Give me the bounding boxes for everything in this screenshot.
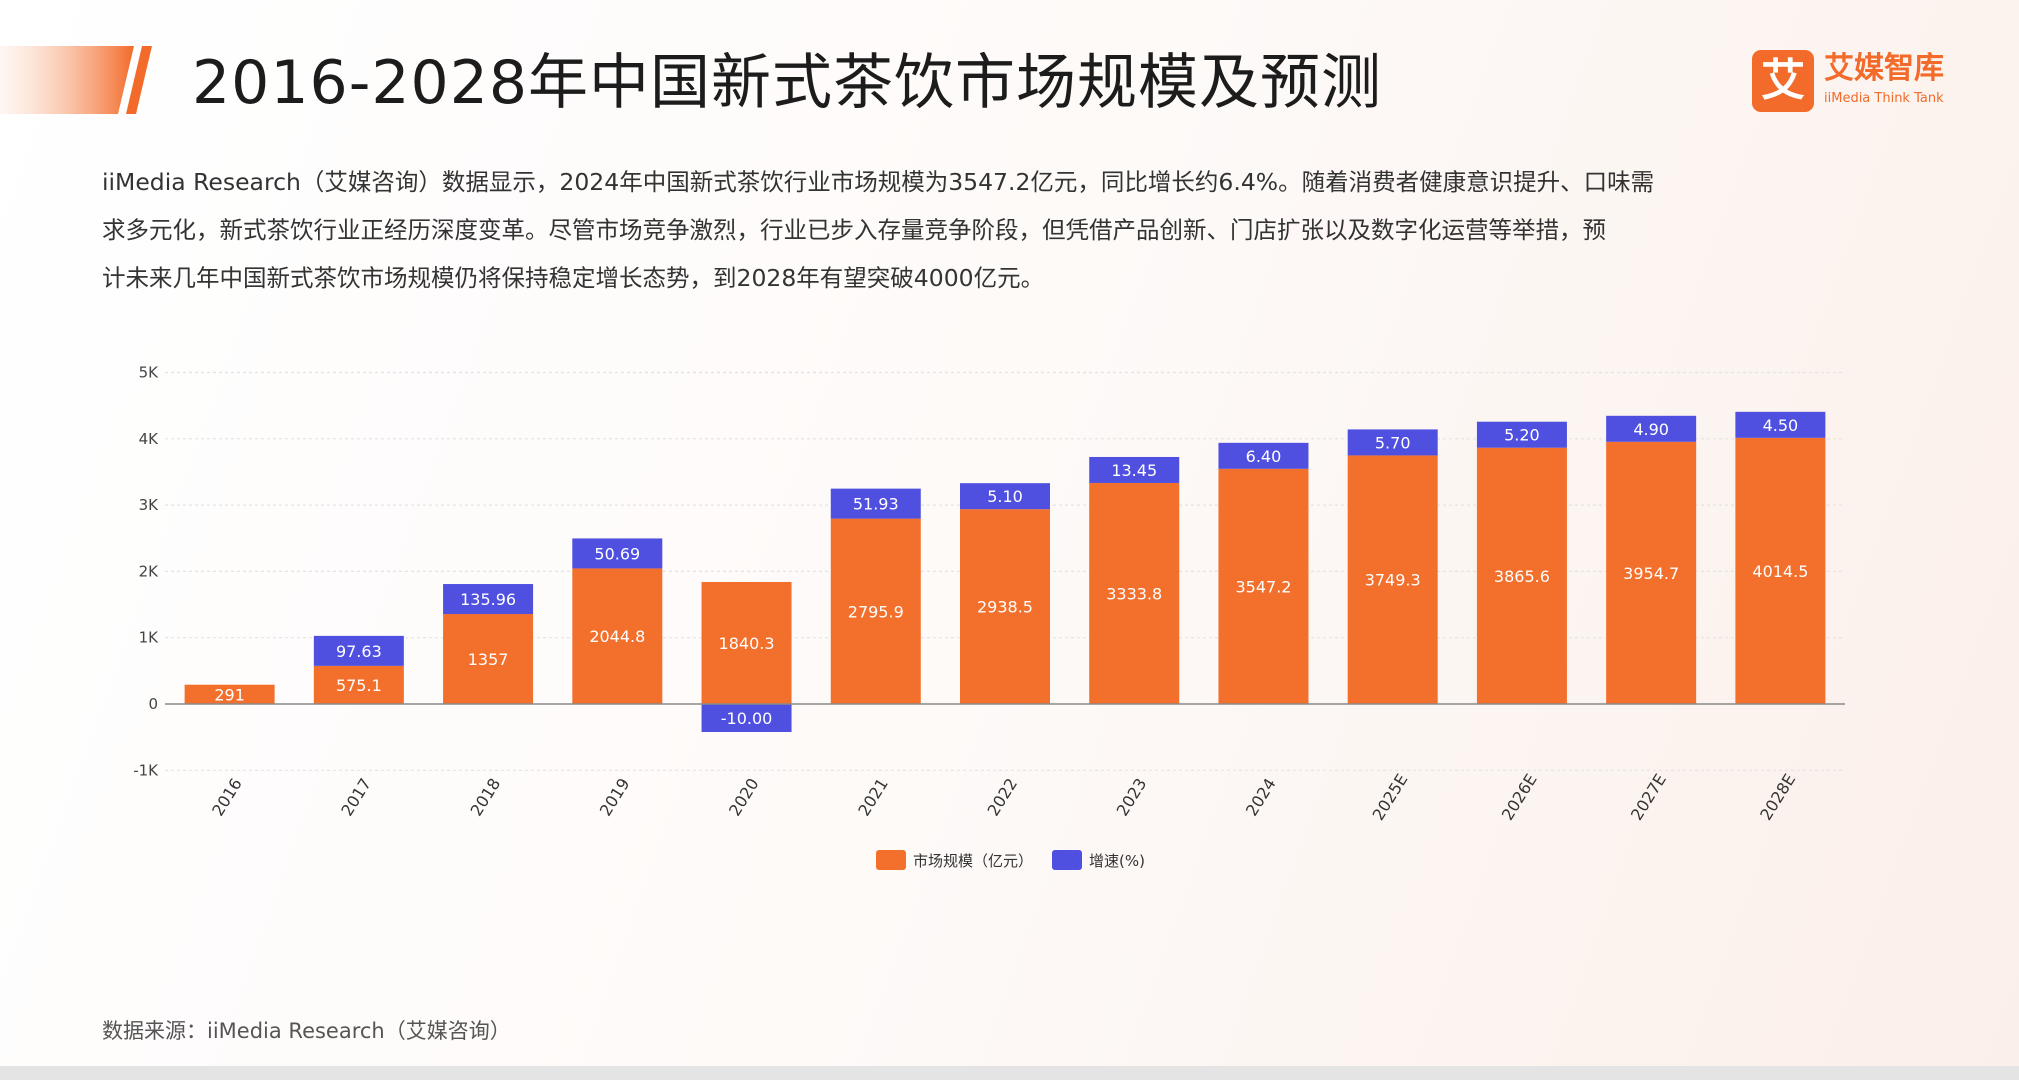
bottom-bar	[0, 1066, 2019, 1080]
y-tick-label: 3K	[139, 496, 160, 514]
x-tick-label: 2025E	[1369, 770, 1412, 823]
bar-growth-rate	[830, 488, 921, 519]
legend-swatch-growth-rate	[1052, 850, 1082, 870]
data-label-growth-rate: 5.70	[1375, 433, 1411, 452]
data-label-growth-rate: 4.90	[1633, 420, 1669, 439]
x-tick-label: 2022	[983, 775, 1021, 820]
data-label-market-size: 291	[214, 685, 245, 704]
description-line: iiMedia Research（艾媒咨询）数据显示，2024年中国新式茶饮行业…	[102, 168, 1655, 196]
x-tick-label: 2018	[467, 775, 505, 820]
y-tick-label: 2K	[139, 562, 160, 580]
bar-market-size	[572, 568, 663, 704]
logo-name-cn: 艾媒智库	[1824, 51, 1944, 86]
data-label-market-size: 3865.6	[1494, 567, 1550, 586]
data-label-market-size: 2795.9	[848, 602, 904, 621]
data-label-growth-rate: 97.63	[336, 642, 382, 661]
bar-growth-rate	[572, 538, 663, 569]
bar-growth-rate	[443, 584, 534, 615]
title-accent-bar	[0, 46, 152, 114]
logo-name-en: iiMedia Think Tank	[1824, 91, 1944, 106]
data-label-market-size: 3333.8	[1106, 584, 1162, 603]
bar-growth-rate	[1476, 421, 1567, 448]
bar-growth-rate	[1606, 415, 1697, 442]
bar-growth-rate	[701, 704, 792, 732]
data-label-market-size: 3749.3	[1365, 571, 1421, 590]
bar-market-size	[1735, 437, 1826, 704]
data-label-market-size: 3547.2	[1235, 577, 1291, 596]
x-tick-label: 2028E	[1756, 770, 1799, 823]
bar-market-size	[443, 614, 534, 704]
bar-growth-rate	[313, 635, 404, 666]
page-title: 2016-2028年中国新式茶饮市场规模及预测	[192, 48, 1383, 118]
data-label-growth-rate: 4.50	[1763, 416, 1799, 435]
description-line: 求多元化，新式茶饮行业正经历深度变革。尽管市场竞争激烈，行业已步入存量竞争阶段，…	[102, 216, 1606, 244]
data-label-growth-rate: 135.96	[460, 590, 516, 609]
data-label-market-size: 1840.3	[719, 634, 775, 653]
data-label-growth-rate: 13.45	[1111, 461, 1157, 480]
y-tick-label: -1K	[133, 761, 159, 779]
description: iiMedia Research（艾媒咨询）数据显示，2024年中国新式茶饮行业…	[102, 158, 1902, 302]
bar-growth-rate	[1089, 456, 1180, 483]
x-tick-label: 2024	[1242, 775, 1280, 820]
bar-growth-rate	[1347, 429, 1438, 456]
bar-market-size	[313, 665, 404, 704]
x-tick-label: 2027E	[1627, 770, 1670, 823]
x-tick-label: 2023	[1113, 775, 1151, 820]
bar-market-size	[1347, 455, 1438, 704]
logo-icon: 艾	[1752, 50, 1814, 112]
bar-market-size	[830, 518, 921, 704]
bar-growth-rate	[960, 483, 1050, 510]
data-label-market-size: 2044.8	[589, 627, 645, 646]
data-label-market-size: 575.1	[336, 676, 382, 695]
data-label-growth-rate: 51.93	[853, 495, 899, 514]
bar-market-size	[1218, 468, 1309, 704]
bar-market-size	[184, 684, 275, 704]
description-line: 计未来几年中国新式茶饮市场规模仍将保持稳定增长态势，到2028年有望突破4000…	[102, 264, 1045, 292]
data-label-market-size: 3954.7	[1623, 564, 1679, 583]
legend-swatch-market-size	[876, 850, 906, 870]
bar-market-size	[1089, 482, 1180, 704]
data-label-market-size: 4014.5	[1752, 562, 1808, 581]
data-label-market-size: 1357	[468, 650, 509, 669]
source-note: 数据来源：iiMedia Research（艾媒咨询）	[102, 1019, 511, 1043]
legend-label-market-size: 市场规模（亿元）	[913, 852, 1033, 870]
bar-market-size	[701, 581, 792, 704]
data-label-growth-rate: 50.69	[594, 544, 640, 563]
y-tick-label: 0	[148, 695, 158, 713]
x-tick-label: 2020	[725, 775, 763, 820]
x-tick-label: 2019	[596, 775, 634, 820]
data-label-growth-rate: 5.10	[987, 487, 1023, 506]
logo: 艾 艾媒智库 iiMedia Think Tank	[1752, 50, 1992, 114]
bar-market-size	[960, 509, 1050, 704]
data-label-market-size: 2938.5	[977, 598, 1033, 617]
data-label-growth-rate: -10.00	[721, 709, 773, 728]
data-label-growth-rate: 5.20	[1504, 426, 1540, 445]
bar-growth-rate	[1735, 411, 1826, 438]
x-tick-label: 2017	[337, 775, 375, 820]
y-tick-label: 1K	[139, 629, 160, 647]
x-tick-label: 2016	[208, 775, 246, 820]
x-tick-label: 2026E	[1498, 770, 1541, 823]
y-tick-label: 5K	[139, 364, 160, 382]
x-tick-label: 2021	[854, 775, 892, 820]
data-label-growth-rate: 6.40	[1246, 447, 1282, 466]
bar-market-size	[1476, 447, 1567, 704]
bar-market-size	[1606, 441, 1697, 704]
bar-growth-rate	[1218, 442, 1309, 469]
y-tick-label: 4K	[139, 430, 160, 448]
legend-label-growth-rate: 增速(%)	[1089, 852, 1145, 870]
